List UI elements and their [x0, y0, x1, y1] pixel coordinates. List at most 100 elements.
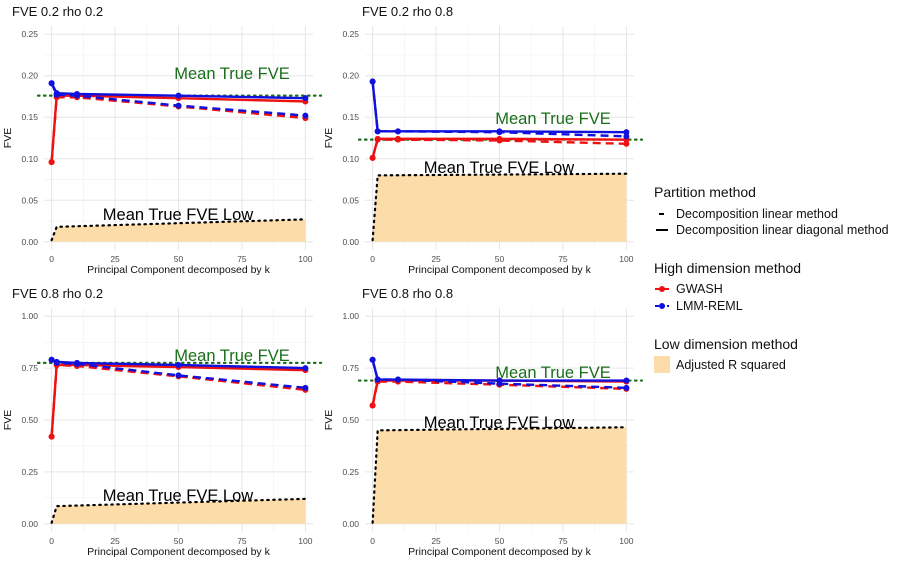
y-tick-label: 0.10 — [21, 154, 38, 164]
mean-true-fve-low-label: Mean True FVE Low — [424, 414, 574, 432]
mean-true-fve-low-line — [50, 218, 307, 242]
y-tick-label: 0.05 — [21, 195, 38, 205]
mean-true-fve-low-line — [371, 172, 628, 242]
y-tick-label: 0.75 — [342, 363, 359, 373]
x-tick-label: 0 — [49, 536, 54, 546]
y-tick-label: 0.15 — [21, 112, 38, 122]
y-tick-label: 0.25 — [342, 467, 359, 477]
mean-true-fve-label: Mean True FVE — [495, 364, 611, 382]
panel-title: FVE 0.8 rho 0.8 — [362, 286, 453, 301]
x-tick-label: 100 — [298, 536, 312, 546]
data-point-gwash — [369, 402, 376, 409]
x-tick-label: 25 — [431, 254, 441, 264]
x-tick-label: 100 — [619, 254, 633, 264]
y-tick-label: 0.50 — [21, 415, 38, 425]
x-axis-label: Principal Component decomposed by k — [87, 546, 270, 558]
y-tick-label: 0.25 — [21, 467, 38, 477]
data-point-gwash — [48, 159, 55, 166]
panel-title: FVE 0.2 rho 0.8 — [362, 4, 453, 19]
data-point-lmm-reml — [394, 128, 401, 135]
data-point-gwash — [374, 135, 381, 142]
x-tick-label: 25 — [431, 536, 441, 546]
panel-4: FVE 0.8 rho 0.8 0.00 0.25 0.50 0.75 1.00 0 25 50… — [323, 286, 644, 558]
x-tick-label: 75 — [237, 254, 247, 264]
panel-title: FVE 0.8 rho 0.2 — [12, 286, 103, 301]
mean-true-fve-low-label: Mean True FVE Low — [103, 487, 253, 505]
y-tick-label: 0.20 — [21, 71, 38, 81]
data-point-lmm-reml — [374, 128, 381, 135]
y-tick-label: 1.00 — [21, 311, 38, 321]
x-tick-label: 25 — [110, 254, 120, 264]
legend-key-gwash-point — [659, 286, 665, 292]
data-point-lmm-reml — [623, 133, 630, 140]
legend-entry-linear: Decomposition linear method — [676, 207, 838, 221]
y-tick-label: 0.20 — [342, 71, 359, 81]
y-axis-label: FVE — [323, 128, 335, 148]
y-tick-label: 0.00 — [342, 519, 359, 529]
data-point-gwash — [623, 140, 630, 147]
x-tick-label: 100 — [298, 254, 312, 264]
mean-true-fve-label: Mean True FVE — [174, 65, 290, 83]
data-point-lmm-reml — [302, 384, 309, 391]
data-point-lmm-reml — [73, 359, 80, 366]
x-tick-label: 0 — [370, 536, 375, 546]
data-point-lmm-reml — [175, 92, 182, 99]
data-point-lmm-reml — [175, 372, 182, 379]
mean-true-fve-label: Mean True FVE — [495, 110, 611, 128]
adjusted-r-squared-area — [51, 219, 306, 242]
adjusted-r-squared-area — [372, 173, 627, 242]
legend-entry-lmm: LMM-REML — [676, 299, 743, 313]
legend-entry-gwash: GWASH — [676, 282, 723, 296]
data-point-gwash — [496, 135, 503, 142]
y-tick-label: 0.05 — [342, 195, 359, 205]
x-tick-label: 50 — [495, 536, 505, 546]
data-point-lmm-reml — [175, 361, 182, 368]
mean-true-fve-low-label: Mean True FVE Low — [103, 206, 253, 224]
legend: Partition method Decomposition linear met… — [654, 184, 889, 373]
x-axis-label: Principal Component decomposed by k — [408, 264, 591, 276]
data-point-gwash — [48, 433, 55, 440]
x-axis-label: Principal Component decomposed by k — [87, 264, 270, 276]
x-tick-label: 50 — [495, 254, 505, 264]
y-axis-label: FVE — [323, 410, 335, 430]
adjusted-r-squared-area — [372, 427, 627, 524]
data-point-lmm-reml — [496, 377, 503, 384]
data-point-lmm-reml — [73, 90, 80, 97]
legend-title-low: Low dimension method — [654, 336, 798, 352]
y-axis-label: FVE — [2, 128, 14, 148]
data-point-lmm-reml — [48, 356, 55, 363]
y-tick-label: 0.50 — [342, 415, 359, 425]
data-point-lmm-reml — [623, 129, 630, 136]
legend-key-lmm-point — [659, 303, 665, 309]
y-tick-label: 0.25 — [21, 29, 38, 39]
y-tick-label: 0.00 — [342, 237, 359, 247]
y-tick-label: 1.00 — [342, 311, 359, 321]
x-axis-label: Principal Component decomposed by k — [408, 546, 591, 558]
x-tick-label: 75 — [558, 254, 568, 264]
data-point-gwash — [369, 154, 376, 161]
y-tick-label: 0.00 — [21, 519, 38, 529]
data-point-lmm-reml — [302, 112, 309, 119]
panel-1: FVE 0.2 rho 0.2 0.00 0.05 0.10 0.15 0.20 0.25 0… — [2, 4, 323, 276]
data-point-lmm-reml — [302, 95, 309, 102]
panel-2: FVE 0.2 rho 0.8 0.00 0.05 0.10 0.15 0.20 0.25 0… — [323, 4, 644, 276]
data-point-lmm-reml — [48, 80, 55, 87]
y-tick-label: 0.15 — [342, 112, 359, 122]
x-tick-label: 75 — [558, 536, 568, 546]
adjusted-r-squared-area — [51, 498, 306, 524]
mean-true-fve-label: Mean True FVE — [174, 347, 290, 365]
legend-entry-diagonal: Decomposition linear diagonal method — [676, 223, 889, 237]
data-point-lmm-reml — [496, 128, 503, 135]
data-point-gwash — [394, 135, 401, 142]
x-tick-label: 0 — [370, 254, 375, 264]
x-tick-label: 50 — [174, 536, 184, 546]
legend-title-high: High dimension method — [654, 260, 801, 276]
x-tick-label: 75 — [237, 536, 247, 546]
legend-key-adjusted-r2 — [654, 356, 670, 373]
x-tick-label: 25 — [110, 536, 120, 546]
x-tick-label: 100 — [619, 536, 633, 546]
panel-title: FVE 0.2 rho 0.2 — [12, 4, 103, 19]
data-point-lmm-reml — [302, 365, 309, 372]
